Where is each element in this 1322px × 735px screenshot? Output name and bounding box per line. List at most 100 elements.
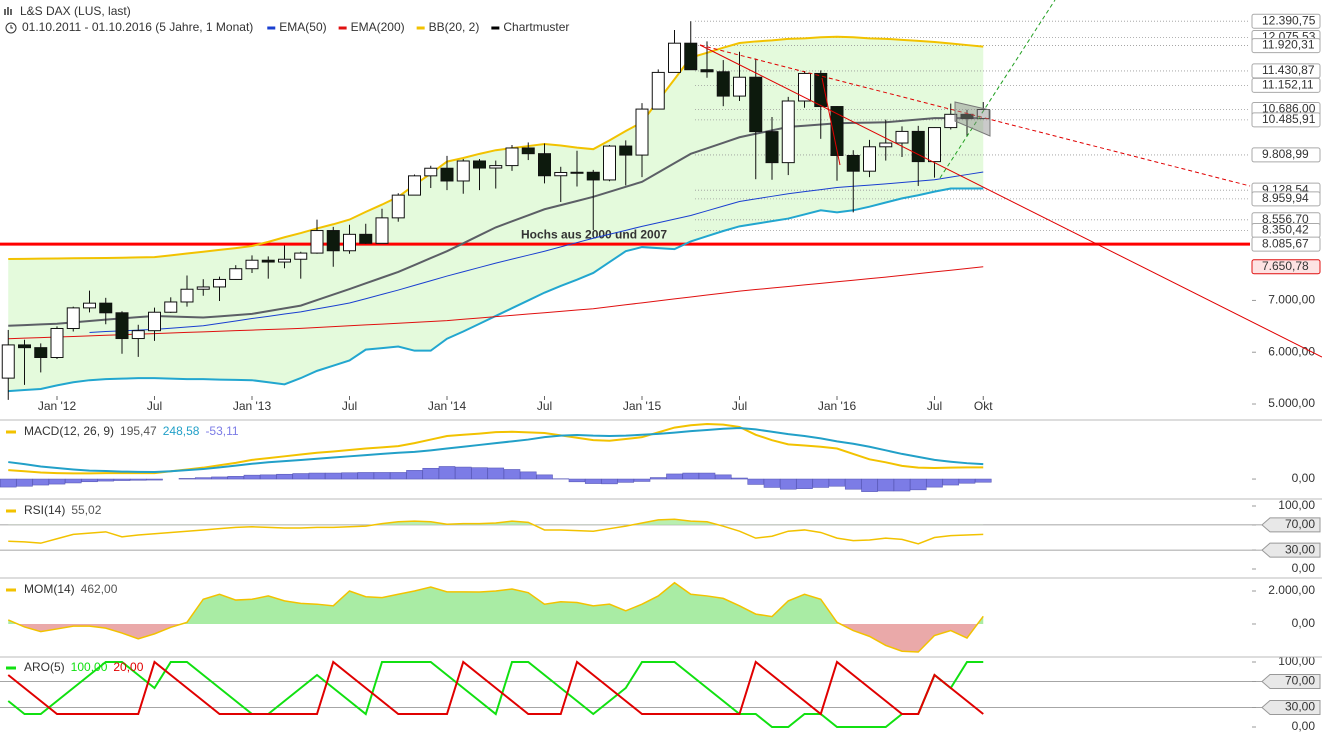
- histogram-bar: [779, 478, 797, 490]
- candle-body: [603, 145, 616, 181]
- candle-body: [733, 76, 746, 97]
- candle-body: [651, 71, 665, 110]
- candle-body: [408, 175, 421, 196]
- histogram-bar: [503, 469, 521, 480]
- tick-box: [1261, 542, 1321, 558]
- candle-body: [928, 127, 941, 163]
- level-label-box: [1251, 259, 1321, 275]
- trend-line: [699, 44, 1251, 187]
- level-label-box: [1251, 112, 1321, 128]
- level-label: 9.808,99: [1262, 147, 1309, 161]
- legend-title: MOM(14): [24, 582, 75, 596]
- histogram-bar: [974, 478, 992, 483]
- ema-line: [8, 266, 984, 340]
- candle-body: [798, 72, 811, 102]
- macd-line: [8, 427, 984, 474]
- candle-body: [521, 147, 535, 155]
- panel-legend: RSI(14) 55,02: [24, 503, 102, 517]
- histogram-bar: [81, 478, 98, 483]
- candle-body: [66, 307, 80, 329]
- candle-body: [359, 233, 373, 244]
- band-upper: [8, 35, 984, 260]
- candle-body: [830, 106, 844, 156]
- legend-value: 462,00: [81, 582, 118, 596]
- histogram-bar: [584, 478, 602, 484]
- candle-body: [229, 268, 243, 280]
- chart-pattern: [699, 0, 1322, 358]
- candle-body: [18, 344, 31, 349]
- histogram-bar: [633, 478, 651, 482]
- tick-box: [1261, 517, 1321, 533]
- x-tick-label: Jan '14: [428, 399, 467, 413]
- candle-body: [294, 252, 308, 260]
- histogram-bar: [16, 478, 33, 487]
- legend-value: 20,00: [113, 660, 143, 674]
- legend-value: 248,58: [163, 424, 200, 438]
- legend-value: -53,11: [205, 424, 238, 438]
- panel-legend: MACD(12, 26, 9) 195,47 248,58 -53,11: [24, 424, 239, 438]
- histogram-bar: [682, 472, 700, 480]
- x-tick-label: Jul: [732, 399, 747, 413]
- legend-value: 55,02: [71, 503, 101, 517]
- histogram-bar: [454, 466, 472, 480]
- candle-body: [375, 217, 389, 244]
- trend-line: [939, 0, 1056, 179]
- histogram-bar: [373, 472, 391, 480]
- histogram-bar: [357, 472, 375, 480]
- candle-body: [700, 69, 714, 73]
- annotation: Hochs aus 2000 und 2007: [521, 227, 667, 241]
- candle-body: [619, 145, 633, 156]
- histogram-bar: [909, 478, 927, 491]
- histogram-bar: [601, 478, 618, 485]
- level-label: 11.920,31: [1262, 38, 1315, 52]
- legend-title: MACD(12, 26, 9): [24, 424, 114, 438]
- chart-subtitle: 01.10.2011 - 01.10.2016 (5 Jahre, 1 Mona…: [22, 20, 253, 34]
- histogram-bar: [649, 477, 667, 480]
- candle-body: [196, 286, 210, 290]
- histogram-bar: [568, 478, 586, 483]
- histogram-bar: [763, 478, 781, 488]
- level-label-box: [1251, 38, 1321, 54]
- histogram-bar: [211, 476, 228, 480]
- candle-body: [684, 42, 698, 71]
- histogram-bar: [146, 478, 163, 481]
- candle-body: [1, 344, 15, 379]
- x-tick-label: Jan '13: [233, 399, 272, 413]
- legend-value: 195,47: [120, 424, 157, 438]
- histogram-bar: [48, 478, 66, 485]
- y-tick-label: 70,00: [1285, 674, 1315, 688]
- legend-label: EMA(50): [279, 20, 326, 34]
- histogram-bar: [259, 474, 277, 480]
- y-tick-label: 0,00: [1292, 616, 1316, 630]
- candle-body: [261, 259, 275, 263]
- y-tick-label: 7.000,00: [1268, 293, 1315, 307]
- y-tick-label: 6.000,00: [1268, 344, 1315, 358]
- candle-body: [538, 153, 551, 177]
- y-tick-label: 100,00: [1278, 498, 1315, 512]
- x-tick-label: Jan '15: [623, 399, 662, 413]
- panel-legend: MOM(14) 462,00: [24, 582, 118, 596]
- candle-body: [148, 311, 161, 332]
- histogram-bar: [324, 472, 342, 480]
- histogram-bar: [519, 471, 537, 480]
- candle-body: [310, 230, 324, 254]
- ema-line: [89, 171, 984, 334]
- panel-legend: ARO(5) 100,00 20,00: [24, 660, 144, 674]
- y-tick-label: 30,00: [1285, 700, 1315, 714]
- histogram-bar: [487, 467, 505, 480]
- histogram-bar: [64, 478, 82, 484]
- pattern-triangle: [954, 101, 991, 137]
- level-label: 12.390,75: [1262, 13, 1316, 27]
- level-label: 10.485,91: [1262, 112, 1316, 126]
- chart-icon: [4, 7, 12, 15]
- candle-body: [635, 108, 649, 156]
- candle-body: [278, 258, 291, 263]
- candle-body: [716, 71, 730, 97]
- momentum-line: [7, 581, 984, 653]
- x-tick-label: Jul: [147, 399, 162, 413]
- legend-label: Chartmuster: [503, 20, 569, 34]
- histogram-bar: [0, 478, 17, 488]
- clock-icon: [5, 22, 17, 34]
- histogram-bar: [942, 478, 960, 486]
